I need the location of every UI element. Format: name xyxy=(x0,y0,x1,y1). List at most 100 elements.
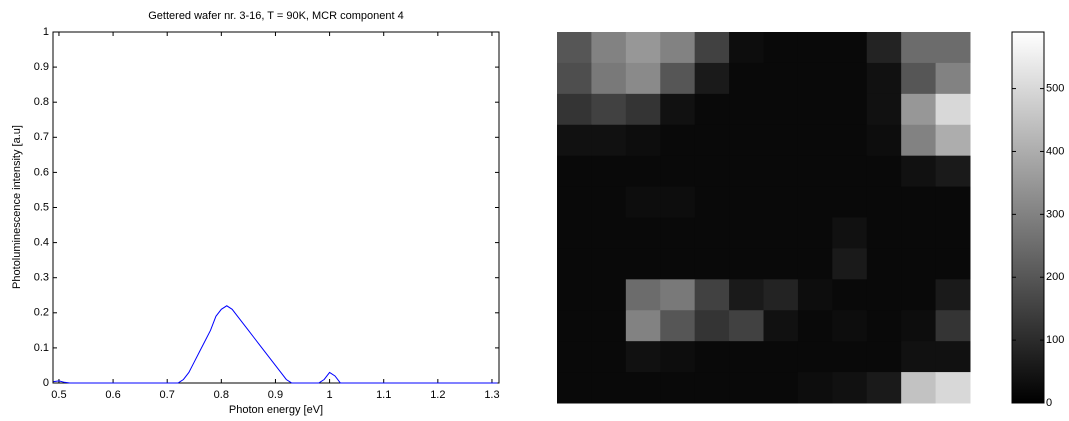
heatmap-cell xyxy=(729,279,764,311)
heatmap-cell xyxy=(557,32,592,64)
heatmap-cell xyxy=(763,62,799,95)
heatmap-cell xyxy=(935,62,971,95)
heatmap-cell xyxy=(660,341,696,373)
heatmap-cell xyxy=(866,155,902,188)
heatmap-cell xyxy=(660,372,696,404)
heatmap-cell xyxy=(763,279,799,311)
heatmap-cell xyxy=(729,155,764,188)
heatmap-cell xyxy=(763,217,799,249)
heatmap-cell xyxy=(729,62,764,95)
heatmap-cell xyxy=(797,217,833,249)
heatmap-cell xyxy=(660,93,696,126)
heatmap-cell xyxy=(591,310,627,342)
heatmap-cell xyxy=(901,217,937,249)
heatmap-cell xyxy=(832,155,868,188)
heatmap-cell xyxy=(797,32,833,64)
y-axis-label: Photoluminescence intensity [a.u] xyxy=(11,125,23,289)
heatmap-cell xyxy=(591,155,627,188)
heatmap-cell xyxy=(660,310,696,342)
heatmap-cell xyxy=(694,62,730,95)
heatmap-cell xyxy=(797,279,833,311)
heatmap-cell xyxy=(935,341,971,373)
heatmap-cell xyxy=(901,372,937,404)
heatmap-cell xyxy=(901,124,937,157)
heatmap-cell xyxy=(694,372,730,404)
x-tick-label: 0.7 xyxy=(160,389,175,401)
heatmap-cell xyxy=(901,32,937,64)
heatmap-cell xyxy=(797,124,833,157)
heatmap-cell xyxy=(729,124,764,157)
heatmap-cell xyxy=(694,186,730,218)
heatmap-cell xyxy=(557,186,592,218)
heatmap-cell xyxy=(797,93,833,126)
x-tick-label: 0.9 xyxy=(268,389,283,401)
heatmap-cell xyxy=(660,32,696,64)
heatmap-cell xyxy=(763,341,799,373)
heatmap-cell xyxy=(660,217,696,249)
x-tick-label: 1.2 xyxy=(430,389,445,401)
heatmap-cell xyxy=(866,186,902,218)
heatmap-cell xyxy=(763,124,799,157)
colorbar-tick-label: 500 xyxy=(1046,82,1064,94)
heatmap-cell xyxy=(660,248,696,280)
x-tick-label: 1.3 xyxy=(484,389,499,401)
heatmap-cell xyxy=(625,93,661,126)
colorbar-tick-label: 400 xyxy=(1046,145,1064,157)
heatmap-cell xyxy=(935,217,971,249)
heatmap-cell xyxy=(901,341,937,373)
heatmap-cell xyxy=(832,341,868,373)
heatmap-cell xyxy=(557,310,592,342)
heatmap-cell xyxy=(901,279,937,311)
y-tick-label: 0.6 xyxy=(34,166,49,178)
y-tick-label: 0.4 xyxy=(34,237,49,249)
y-tick-label: 0.3 xyxy=(34,272,49,284)
heatmap-cell xyxy=(797,310,833,342)
heatmap-cell xyxy=(797,248,833,280)
heatmap-cell xyxy=(832,372,868,404)
heatmap-cell xyxy=(866,62,902,95)
heatmap-cell xyxy=(901,62,937,95)
heatmap-cell xyxy=(557,279,592,311)
heatmap-cell xyxy=(935,124,971,157)
chart-title: Gettered wafer nr. 3-16, T = 90K, MCR co… xyxy=(148,10,403,22)
heatmap-cell xyxy=(935,248,971,280)
x-tick-label: 1 xyxy=(327,389,333,401)
colorbar-tick-label: 0 xyxy=(1046,397,1052,409)
heatmap-cell xyxy=(660,186,696,218)
heatmap-cell xyxy=(935,32,971,64)
heatmap-cell xyxy=(832,279,868,311)
heatmap-cell xyxy=(729,248,764,280)
heatmap-cell xyxy=(866,341,902,373)
heatmap-cell xyxy=(694,32,730,64)
heatmap-cell xyxy=(625,310,661,342)
heatmap-cell xyxy=(660,279,696,311)
heatmap-cell xyxy=(729,186,764,218)
heatmap-cell xyxy=(763,155,799,188)
heatmap-cell xyxy=(591,62,627,95)
heatmap-cell xyxy=(763,248,799,280)
heatmap-cell xyxy=(729,310,764,342)
heatmap-cell xyxy=(797,186,833,218)
heatmap-cell xyxy=(694,310,730,342)
heatmap-cell xyxy=(694,341,730,373)
x-tick-label: 0.6 xyxy=(105,389,120,401)
heatmap-cell xyxy=(557,248,592,280)
heatmap-cell xyxy=(625,155,661,188)
heatmap-cell xyxy=(694,124,730,157)
heatmap-cell xyxy=(557,93,592,126)
heatmap-cell xyxy=(797,155,833,188)
heatmap-cell xyxy=(591,279,627,311)
heatmap-cell xyxy=(763,32,799,64)
heatmap-cell xyxy=(866,310,902,342)
heatmap-cell xyxy=(935,155,971,188)
heatmap-cell xyxy=(660,124,696,157)
colorbar xyxy=(1011,31,1045,404)
heatmap-cell xyxy=(832,248,868,280)
heatmap-cell xyxy=(935,93,971,126)
y-tick-label: 0.2 xyxy=(34,307,49,319)
y-tick-label: 0 xyxy=(43,377,49,389)
heatmap-cell xyxy=(591,341,627,373)
heatmap-cell xyxy=(625,186,661,218)
